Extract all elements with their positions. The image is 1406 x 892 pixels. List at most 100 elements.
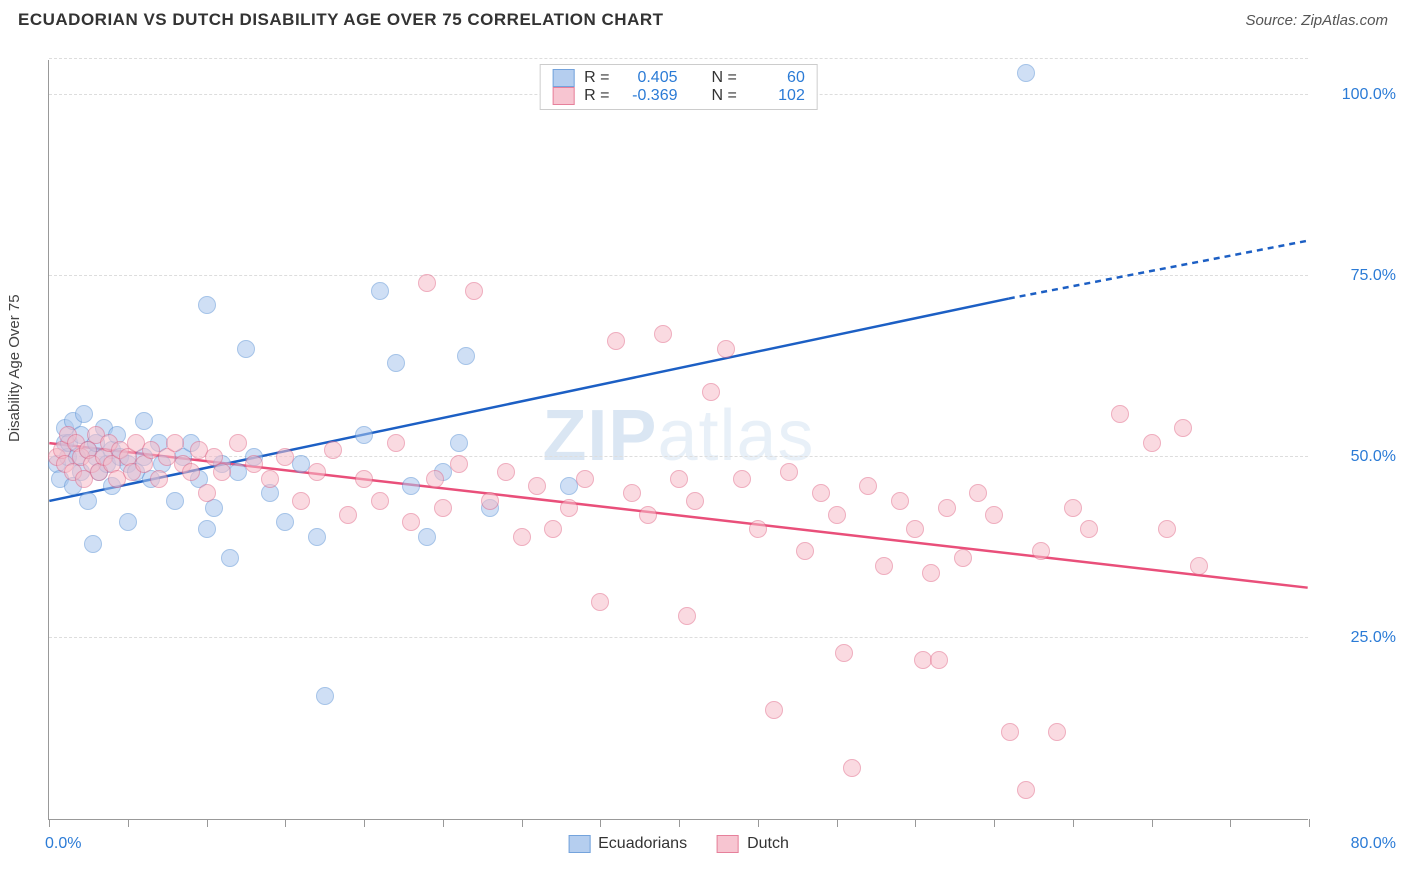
data-point <box>198 296 216 314</box>
legend-label: Dutch <box>747 835 789 853</box>
data-point <box>418 274 436 292</box>
legend-item: Dutch <box>717 835 789 853</box>
data-point <box>481 492 499 510</box>
data-point <box>402 477 420 495</box>
data-point <box>591 593 609 611</box>
data-point <box>891 492 909 510</box>
data-point <box>1143 434 1161 452</box>
data-point <box>308 528 326 546</box>
data-point <box>835 644 853 662</box>
data-point <box>355 426 373 444</box>
legend-swatch <box>717 835 739 853</box>
y-axis-label: Disability Age Over 75 <box>6 294 23 442</box>
data-point <box>985 506 1003 524</box>
data-point <box>245 455 263 473</box>
data-point <box>1048 723 1066 741</box>
watermark: ZIPatlas <box>542 394 814 476</box>
data-point <box>513 528 531 546</box>
data-point <box>79 492 97 510</box>
data-point <box>623 484 641 502</box>
chart-source: Source: ZipAtlas.com <box>1245 12 1388 29</box>
data-point <box>198 484 216 502</box>
legend-swatch <box>552 69 574 87</box>
y-tick-label: 75.0% <box>1351 267 1396 285</box>
gridline <box>49 58 1308 59</box>
data-point <box>229 434 247 452</box>
data-point <box>166 434 184 452</box>
data-point <box>607 332 625 350</box>
data-point <box>119 513 137 531</box>
x-tick <box>128 819 129 827</box>
data-point <box>906 520 924 538</box>
legend-label: Ecuadorians <box>598 835 687 853</box>
x-max-label: 80.0% <box>1351 835 1396 853</box>
gridline <box>49 456 1308 457</box>
plot-region: ZIPatlas 25.0%50.0%75.0%100.0%0.0%80.0%R… <box>48 60 1308 820</box>
x-tick <box>1073 819 1074 827</box>
data-point <box>324 441 342 459</box>
chart-area: Disability Age Over 75 ZIPatlas 25.0%50.… <box>0 42 1406 892</box>
data-point <box>678 607 696 625</box>
x-tick <box>679 819 680 827</box>
y-tick-label: 100.0% <box>1342 86 1396 104</box>
data-point <box>875 557 893 575</box>
data-point <box>749 520 767 538</box>
data-point <box>276 513 294 531</box>
data-point <box>812 484 830 502</box>
data-point <box>182 463 200 481</box>
data-point <box>733 470 751 488</box>
x-min-label: 0.0% <box>45 835 81 853</box>
data-point <box>450 434 468 452</box>
chart-title: ECUADORIAN VS DUTCH DISABILITY AGE OVER … <box>18 10 664 30</box>
data-point <box>418 528 436 546</box>
data-point <box>402 513 420 531</box>
x-tick <box>49 819 50 827</box>
x-tick <box>915 819 916 827</box>
x-tick <box>443 819 444 827</box>
data-point <box>654 325 672 343</box>
data-point <box>1190 557 1208 575</box>
x-tick <box>285 819 286 827</box>
data-point <box>371 282 389 300</box>
data-point <box>1111 405 1129 423</box>
data-point <box>292 492 310 510</box>
data-point <box>198 520 216 538</box>
data-point <box>150 470 168 488</box>
data-point <box>355 470 373 488</box>
data-point <box>387 434 405 452</box>
data-point <box>1174 419 1192 437</box>
data-point <box>859 477 877 495</box>
data-point <box>828 506 846 524</box>
data-point <box>237 340 255 358</box>
data-point <box>434 499 452 517</box>
y-tick-label: 25.0% <box>1351 629 1396 647</box>
x-tick <box>1152 819 1153 827</box>
data-point <box>426 470 444 488</box>
data-point <box>497 463 515 481</box>
data-point <box>686 492 704 510</box>
data-point <box>1017 781 1035 799</box>
data-point <box>528 477 546 495</box>
correlation-row: R =-0.369N =102 <box>552 87 805 105</box>
x-tick <box>1230 819 1231 827</box>
x-tick <box>994 819 995 827</box>
data-point <box>576 470 594 488</box>
data-point <box>1032 542 1050 560</box>
legend-item: Ecuadorians <box>568 835 687 853</box>
legend-swatch <box>552 87 574 105</box>
data-point <box>670 470 688 488</box>
data-point <box>930 651 948 669</box>
data-point <box>261 470 279 488</box>
data-point <box>843 759 861 777</box>
data-point <box>1017 64 1035 82</box>
data-point <box>213 463 231 481</box>
legend-swatch <box>568 835 590 853</box>
x-tick <box>758 819 759 827</box>
x-tick <box>522 819 523 827</box>
data-point <box>717 340 735 358</box>
data-point <box>954 549 972 567</box>
x-tick <box>364 819 365 827</box>
data-point <box>1064 499 1082 517</box>
data-point <box>1080 520 1098 538</box>
data-point <box>639 506 657 524</box>
